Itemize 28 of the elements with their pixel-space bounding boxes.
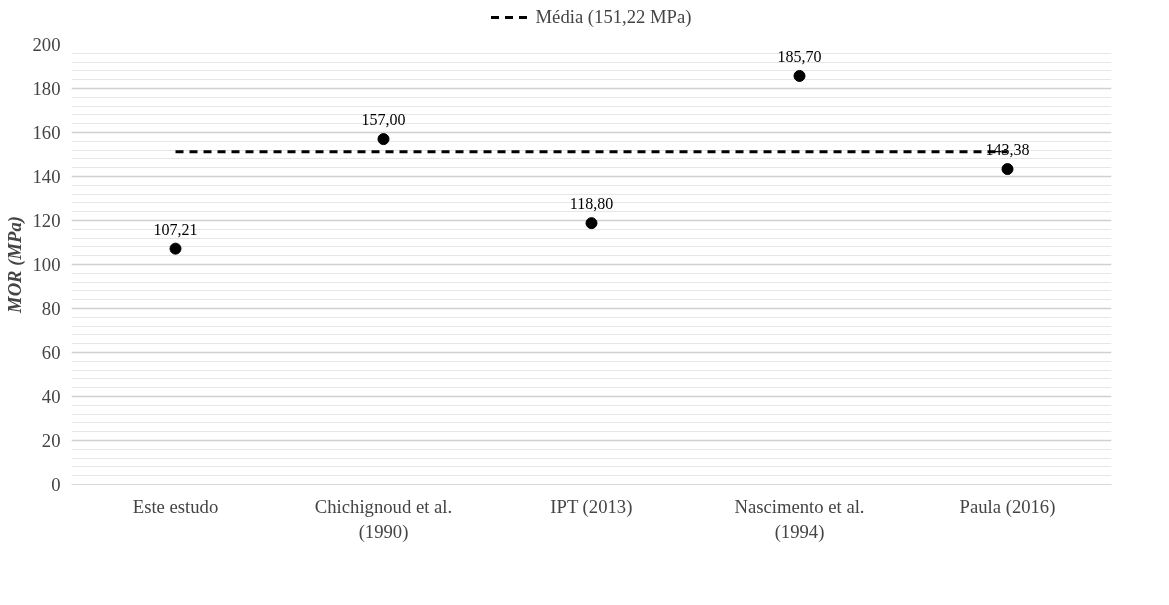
y-tick-label: 200 xyxy=(32,34,61,55)
x-tick-label: Este estudo xyxy=(132,495,219,517)
y-tick-label: 180 xyxy=(32,78,61,99)
y-axis-title: MOR (MPa) xyxy=(3,216,26,314)
y-tick-label: 160 xyxy=(32,122,61,143)
legend-label: Média (151,22 MPa) xyxy=(535,6,692,28)
data-label: 118,80 xyxy=(569,195,614,213)
x-tick-label: Paula (2016) xyxy=(959,495,1056,518)
point xyxy=(169,242,182,255)
y-tick-label: 60 xyxy=(41,342,61,363)
data-label: 143,38 xyxy=(985,141,1030,159)
y-tick-label: 100 xyxy=(32,254,61,275)
x-tick-label: Nascimento et al. (1994) xyxy=(734,495,865,543)
y-tick-label: 80 xyxy=(41,298,61,319)
y-tick-label: 40 xyxy=(41,386,61,407)
y-tick-label: 140 xyxy=(32,166,61,187)
point xyxy=(793,69,806,82)
y-tick-label: 20 xyxy=(41,430,61,451)
y-tick-label: 0 xyxy=(51,474,61,495)
point xyxy=(377,133,390,146)
y-tick-label: 120 xyxy=(32,210,61,231)
x-tick-label: Chichignoud et al. (1990) xyxy=(314,495,453,543)
x-tick-label: IPT (2013) xyxy=(550,495,633,518)
point xyxy=(1001,163,1014,176)
point xyxy=(585,217,598,230)
data-label: 107,21 xyxy=(153,220,198,238)
data-label: 157,00 xyxy=(361,111,406,129)
data-label: 185,70 xyxy=(777,47,822,65)
